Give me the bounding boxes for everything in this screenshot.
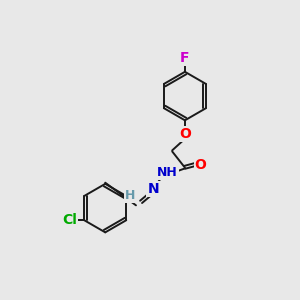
Text: NH: NH (157, 167, 178, 179)
Text: F: F (180, 51, 190, 65)
Text: H: H (125, 189, 135, 202)
Text: N: N (148, 182, 159, 196)
Text: Cl: Cl (62, 213, 77, 227)
Text: O: O (195, 158, 207, 172)
Text: O: O (179, 127, 191, 141)
